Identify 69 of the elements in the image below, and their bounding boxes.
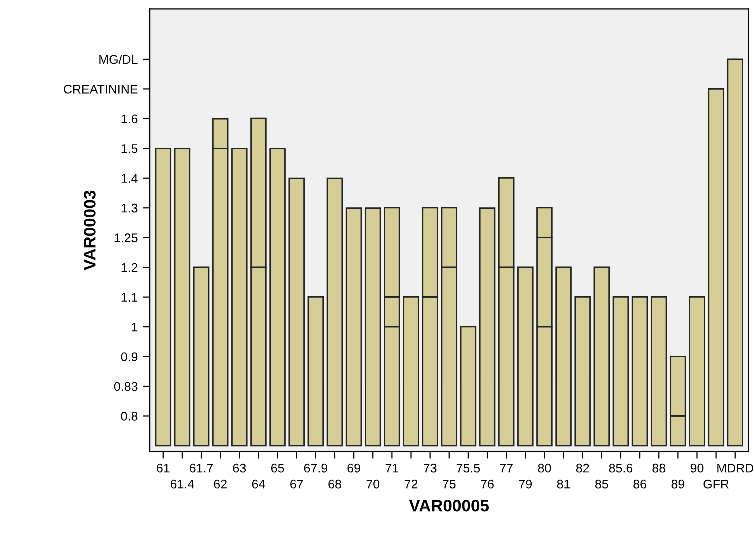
x-tick-label: 69 <box>348 464 360 473</box>
x-tick-label: 79 <box>519 480 532 489</box>
bar <box>174 148 191 447</box>
x-tick-label: 63 <box>233 464 246 473</box>
x-tick-label: 80 <box>538 464 552 473</box>
category-label: CREATININE <box>64 85 138 94</box>
bar <box>346 208 362 447</box>
x-tick-label: 86 <box>634 480 646 489</box>
bar <box>574 296 591 447</box>
x-tick-label: 70 <box>366 480 380 489</box>
x-tick-label: 76 <box>481 480 494 489</box>
bar <box>650 296 668 447</box>
bar <box>460 326 477 447</box>
bar <box>632 296 648 447</box>
x-tick-label: 64 <box>252 480 266 489</box>
bar <box>193 266 210 447</box>
x-tick-label: 61 <box>157 464 170 473</box>
category-label: 1.25 <box>114 234 138 243</box>
x-tick-label: 81 <box>557 480 570 489</box>
x-tick-label: 72 <box>404 480 418 489</box>
category-label: 1.6 <box>122 114 138 124</box>
category-label: 1.3 <box>122 204 138 213</box>
bar <box>155 148 172 447</box>
bar <box>308 296 324 447</box>
x-tick-label: GFR <box>704 480 729 489</box>
x-tick-label: 75 <box>443 480 456 489</box>
y-axis-title: VAR00003 <box>84 190 96 271</box>
x-tick-label: 88 <box>652 464 666 473</box>
category-label: 0.9 <box>121 352 138 362</box>
x-tick-label: 77 <box>500 464 513 473</box>
bar <box>727 58 744 447</box>
bar <box>594 266 610 447</box>
x-tick-label: 61.4 <box>170 480 194 489</box>
category-label: 1 <box>132 322 138 332</box>
x-tick-label: 67.9 <box>304 464 328 473</box>
x-tick-label: 85.6 <box>609 464 633 473</box>
bar <box>403 296 420 447</box>
x-tick-label: 65 <box>271 464 284 473</box>
bar <box>556 266 572 447</box>
bar <box>479 208 496 447</box>
x-tick-label: 61.7 <box>190 464 214 473</box>
bar <box>518 266 534 447</box>
category-label: 1.2 <box>122 263 138 272</box>
x-tick-label: 71 <box>386 464 399 473</box>
x-tick-label: 68 <box>328 480 342 489</box>
x-tick-label: 62 <box>214 480 227 489</box>
x-tick-label: 90 <box>690 464 704 473</box>
category-label: MG/DL <box>100 54 138 64</box>
bar <box>232 148 248 447</box>
category-label: 0.83 <box>114 382 138 392</box>
bar <box>364 208 382 447</box>
bar <box>326 178 344 447</box>
x-tick-label: 73 <box>424 464 437 473</box>
bar <box>288 178 305 447</box>
x-tick-label: 85 <box>596 480 608 489</box>
x-tick-label: 67 <box>290 480 304 489</box>
bar <box>612 296 630 447</box>
bar <box>270 148 286 447</box>
x-tick-label: 89 <box>672 480 685 489</box>
x-axis-title: VAR00005 <box>409 500 490 512</box>
x-tick-label: 82 <box>576 464 590 473</box>
category-label: 0.8 <box>121 412 138 421</box>
x-tick-label: MDRD <box>718 464 754 473</box>
x-tick-label: 75.5 <box>456 464 480 473</box>
category-label: 1.1 <box>122 293 138 302</box>
category-label: 1.5 <box>122 144 138 154</box>
bar <box>689 296 706 447</box>
bar <box>708 88 724 447</box>
category-label: 1.4 <box>122 174 138 183</box>
